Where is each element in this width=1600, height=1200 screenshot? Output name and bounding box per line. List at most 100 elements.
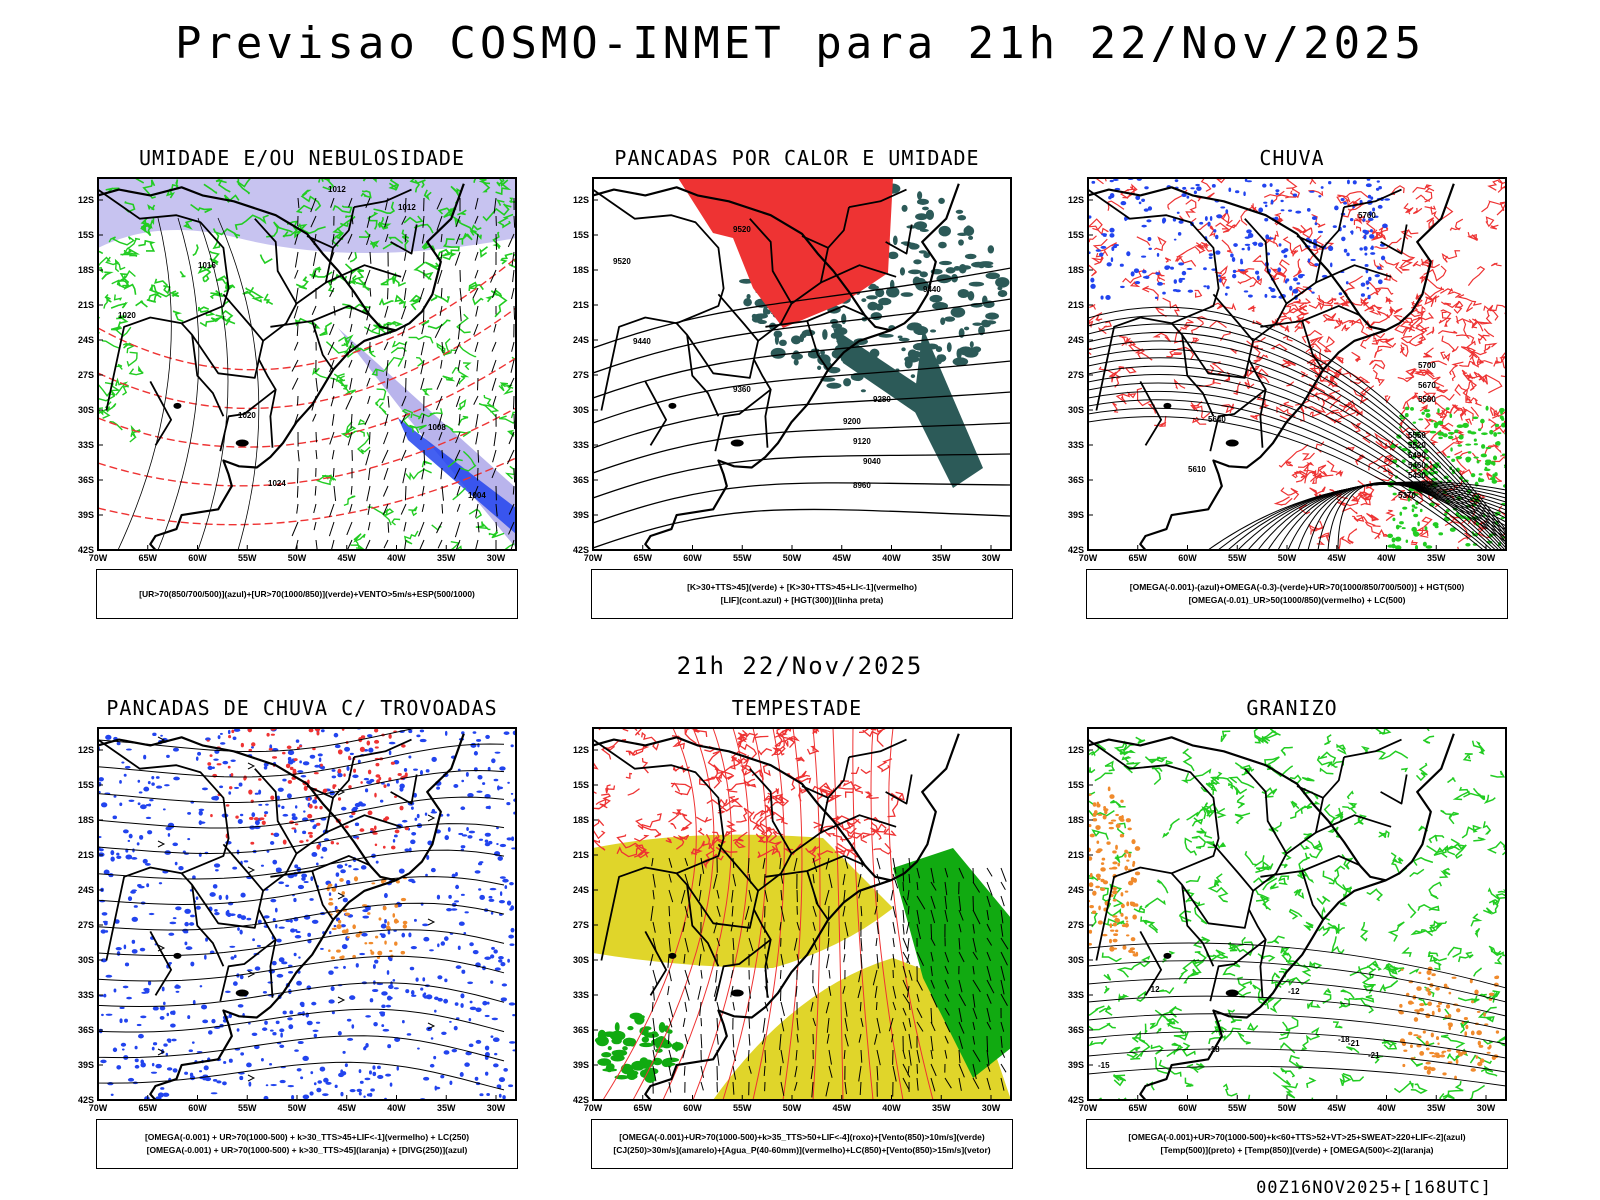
dot <box>357 759 361 764</box>
dot <box>172 917 177 920</box>
dot <box>277 804 281 808</box>
dot <box>1427 1001 1433 1007</box>
dot <box>289 919 293 923</box>
contour-segment <box>1322 865 1346 883</box>
contour-segment <box>1206 952 1228 959</box>
lagoon <box>730 989 744 997</box>
contour-segment <box>299 224 326 235</box>
wind-arrow <box>892 921 896 934</box>
wind-arrow <box>331 449 335 460</box>
contour-segment <box>1482 821 1492 835</box>
contour-segment <box>1286 178 1298 189</box>
dot <box>396 1066 399 1071</box>
wind-arrow <box>455 233 461 244</box>
wind-arrow <box>986 1021 992 1030</box>
wind-arrow <box>875 1001 878 1011</box>
streamline-arrow <box>427 814 436 822</box>
green-humidity-front <box>312 313 516 550</box>
dot <box>192 875 196 880</box>
dot <box>373 1022 378 1027</box>
state-border <box>806 320 829 371</box>
lat-tick-label: 27S <box>78 920 94 930</box>
wind-arrow <box>436 377 443 390</box>
wind-arrow <box>827 921 830 937</box>
field-cell <box>666 1029 673 1034</box>
contour-segment <box>126 351 138 367</box>
contour-segment <box>295 204 313 214</box>
dot <box>1134 871 1141 876</box>
contour-segment <box>787 772 812 784</box>
wind-arrow <box>296 323 299 337</box>
wind-arrow <box>652 985 655 1001</box>
dot <box>1413 1017 1419 1022</box>
contour-segment <box>1449 811 1459 818</box>
field-cell <box>958 239 964 246</box>
wind-arrow <box>916 909 920 925</box>
wind-arrow <box>944 1021 951 1033</box>
dot <box>402 924 408 929</box>
dot <box>1100 878 1105 883</box>
wind-arrow <box>700 937 705 952</box>
dot <box>460 1003 464 1008</box>
wind-arrow <box>331 413 335 426</box>
dot <box>1280 209 1285 212</box>
wind-arrow <box>667 985 670 996</box>
lat-tick-label: 12S <box>573 195 589 205</box>
contour-segment <box>1336 194 1351 204</box>
dot <box>470 742 477 748</box>
dot <box>1399 1003 1403 1008</box>
dot <box>506 801 511 806</box>
lon-tick-label: 45W <box>832 1103 851 1113</box>
contour-segment <box>1295 469 1322 483</box>
wind-arrow <box>698 873 702 887</box>
state-border <box>353 188 412 208</box>
dot <box>128 799 135 802</box>
dot <box>320 729 325 733</box>
contour-segment <box>1414 305 1427 315</box>
dot <box>1391 543 1396 549</box>
dot <box>337 768 342 774</box>
wind-arrow <box>668 1001 674 1018</box>
dot <box>1368 211 1373 217</box>
coastline <box>1088 733 1455 882</box>
state-border <box>801 785 829 799</box>
dot <box>155 785 163 789</box>
wind-arrow <box>297 197 300 209</box>
field-cell <box>595 1035 609 1047</box>
contour-segment <box>1107 200 1125 211</box>
contour-segment <box>1477 333 1487 342</box>
state-border <box>1088 738 1220 875</box>
contour-segment <box>1107 918 1126 925</box>
wind-arrow <box>780 889 783 901</box>
contour-segment <box>1293 258 1302 278</box>
contour-segment <box>1407 903 1417 919</box>
contour-segment <box>1423 347 1434 358</box>
wind850-green-west <box>594 1012 684 1084</box>
wind-arrow <box>857 873 862 888</box>
contour-segment <box>690 848 703 856</box>
dot <box>449 1080 453 1086</box>
field-cell <box>826 382 842 389</box>
wind-arrow <box>732 1033 735 1048</box>
dot <box>1295 210 1302 214</box>
thickness-line <box>98 357 516 448</box>
contour-segment <box>1246 1022 1259 1032</box>
contour-segment <box>1428 418 1454 432</box>
hgt-line <box>1088 306 1506 531</box>
dot <box>260 1057 264 1062</box>
contour-segment <box>1359 386 1369 397</box>
wind-arrow <box>972 867 974 884</box>
dot <box>1392 517 1396 522</box>
contour-segment <box>368 350 376 358</box>
dot <box>405 989 410 994</box>
streamline <box>98 1035 505 1062</box>
dot <box>384 919 387 924</box>
dot <box>1225 209 1229 214</box>
wind-arrow <box>441 449 444 459</box>
contour-segment <box>1103 985 1110 994</box>
wind-arrow <box>473 395 479 405</box>
contour-segment <box>1285 960 1312 977</box>
wind-arrow <box>668 921 672 934</box>
contour-segment <box>1126 1046 1141 1058</box>
dot <box>216 1080 222 1084</box>
